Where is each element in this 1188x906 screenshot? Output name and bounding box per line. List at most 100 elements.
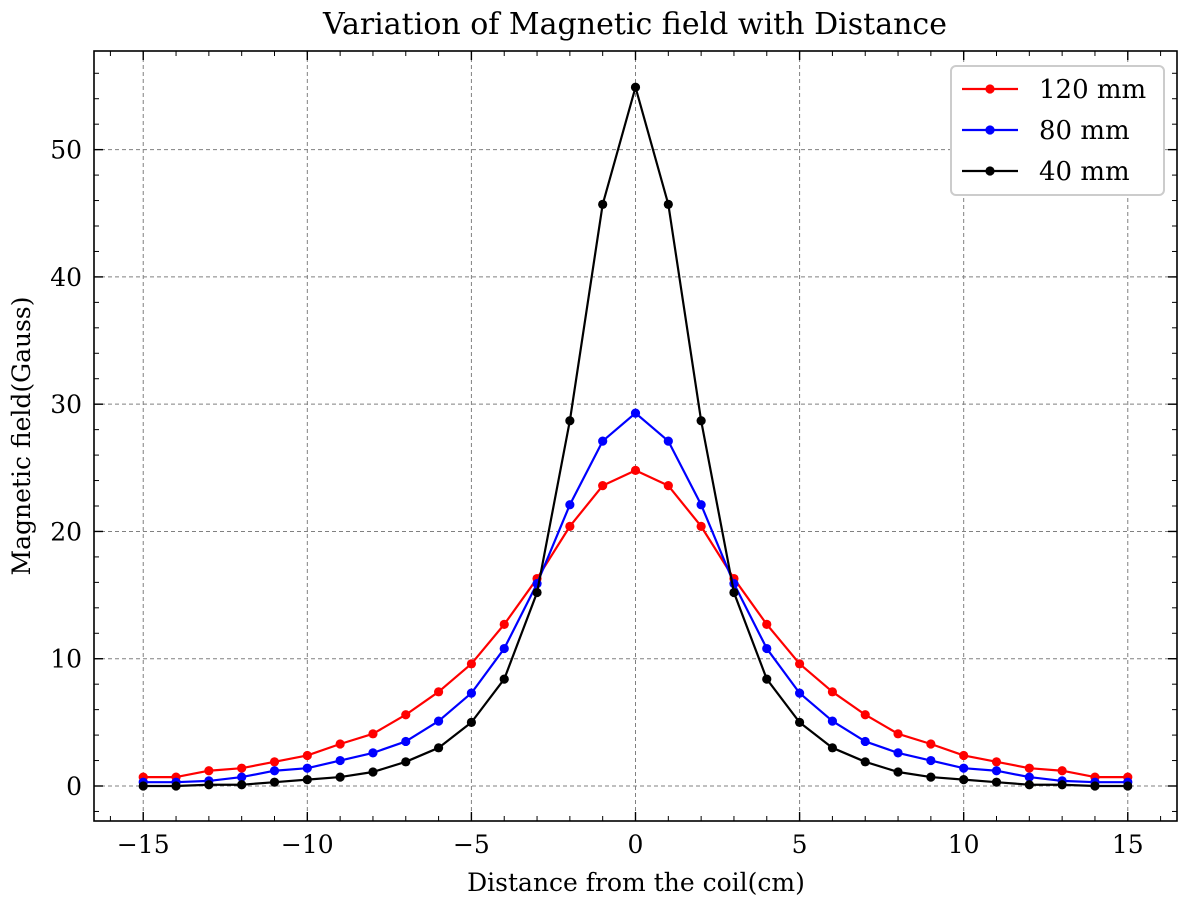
data-point xyxy=(532,587,542,598)
data-point xyxy=(1024,780,1034,790)
data-point xyxy=(269,757,280,767)
data-point xyxy=(1057,780,1067,790)
data-point xyxy=(598,199,608,209)
data-point xyxy=(696,500,706,510)
data-point xyxy=(1123,781,1133,791)
data-point xyxy=(499,674,509,684)
data-point xyxy=(565,416,575,426)
data-point xyxy=(926,739,936,749)
legend-label: 120 mm xyxy=(1039,75,1146,105)
data-point xyxy=(827,687,838,697)
legend-label: 40 mm xyxy=(1039,157,1130,187)
data-point xyxy=(237,763,247,773)
x-tick-label: −5 xyxy=(453,830,490,859)
data-point xyxy=(204,766,214,776)
data-point xyxy=(565,521,575,531)
data-point xyxy=(762,643,772,654)
data-point xyxy=(433,687,444,697)
data-point xyxy=(794,717,805,727)
x-tick-label: 10 xyxy=(948,830,980,859)
data-point xyxy=(499,643,509,654)
data-point xyxy=(893,729,903,739)
data-point xyxy=(630,408,641,418)
data-point xyxy=(959,775,969,785)
data-point xyxy=(368,729,378,739)
data-point xyxy=(269,777,280,787)
data-point xyxy=(368,767,378,777)
axis-ticks: −15 −10 −5 0 5 10 15 0 10 20 30 40 50 xyxy=(50,51,1177,859)
data-point xyxy=(598,436,608,446)
data-point xyxy=(368,748,378,758)
data-point xyxy=(696,416,706,426)
data-point xyxy=(335,739,345,749)
data-point xyxy=(401,710,411,720)
legend: 120 mm 80 mm 40 mm xyxy=(950,65,1165,196)
series-40-mm xyxy=(138,82,1133,791)
y-tick-label: 0 xyxy=(66,772,82,801)
data-point xyxy=(991,766,1002,776)
data-point xyxy=(663,436,673,446)
legend-marker xyxy=(985,166,995,176)
x-tick-label: 0 xyxy=(628,830,644,859)
data-point xyxy=(794,659,805,669)
data-point xyxy=(630,465,641,475)
data-point xyxy=(499,619,509,629)
data-point xyxy=(565,500,575,510)
data-point xyxy=(237,780,247,790)
series-80-mm xyxy=(138,408,1133,787)
data-point xyxy=(1024,763,1034,773)
legend-marker xyxy=(985,84,995,94)
data-point xyxy=(794,688,805,698)
y-axis-label: Magnetic field(Gauss) xyxy=(7,296,36,575)
data-point xyxy=(1057,766,1067,776)
legend-label: 80 mm xyxy=(1039,116,1130,146)
data-point xyxy=(335,755,345,766)
data-point xyxy=(466,688,477,698)
x-tick-label: −10 xyxy=(281,830,334,859)
data-point xyxy=(893,767,903,777)
data-point xyxy=(926,755,936,766)
data-point xyxy=(696,521,706,531)
legend-marker xyxy=(985,125,995,135)
data-point xyxy=(893,748,903,758)
y-tick-label: 40 xyxy=(50,263,82,292)
data-point xyxy=(466,659,477,669)
x-tick-label: 15 xyxy=(1112,830,1144,859)
data-point xyxy=(1024,772,1034,782)
x-axis-label: Distance from the coil(cm) xyxy=(467,868,805,897)
data-point xyxy=(335,772,345,782)
data-point xyxy=(860,757,870,767)
data-point xyxy=(729,587,739,598)
data-point xyxy=(433,716,444,726)
data-point xyxy=(663,481,673,491)
data-point xyxy=(401,757,411,767)
data-point xyxy=(237,772,247,782)
data-point xyxy=(1090,781,1100,791)
data-point xyxy=(598,481,608,491)
y-tick-label: 20 xyxy=(50,517,82,546)
x-tick-label: −15 xyxy=(117,830,170,859)
data-point xyxy=(959,763,969,773)
data-point xyxy=(302,750,312,761)
data-point xyxy=(269,766,280,776)
data-point xyxy=(926,772,936,782)
data-point xyxy=(663,199,673,209)
y-tick-label: 30 xyxy=(50,390,82,419)
data-point xyxy=(827,716,838,726)
chart-title: Variation of Magnetic field with Distanc… xyxy=(322,7,947,42)
data-point xyxy=(860,710,870,720)
data-point xyxy=(466,717,477,727)
data-point xyxy=(204,780,214,790)
data-point xyxy=(959,750,969,761)
data-point xyxy=(762,619,772,629)
data-point xyxy=(630,82,641,92)
data-point xyxy=(302,763,312,773)
data-point xyxy=(827,743,838,753)
y-tick-label: 50 xyxy=(50,136,82,165)
data-point xyxy=(433,743,444,753)
data-point xyxy=(991,757,1002,767)
legend-box xyxy=(950,65,1165,196)
data-point xyxy=(991,777,1002,787)
data-point xyxy=(762,674,772,684)
data-point xyxy=(302,775,312,785)
